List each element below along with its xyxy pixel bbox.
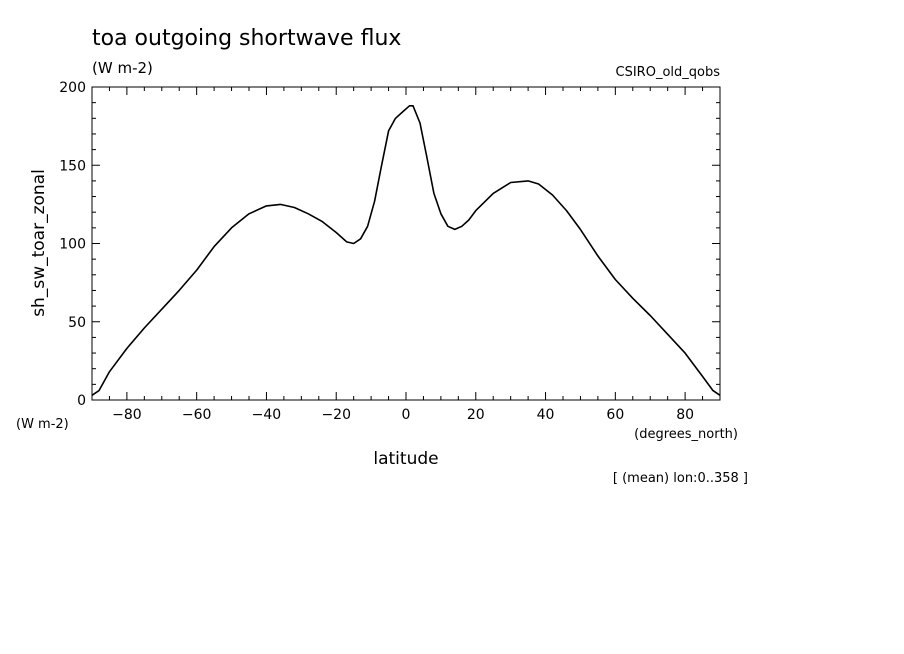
x-axis-units: (degrees_north) [634,427,738,442]
y-axis-label: sh_sw_toar_zonal [29,169,49,317]
series-line-1 [91,105,721,396]
mean-note: [ (mean) lon:0..358 ] [613,471,748,486]
x-tick-label: 80 [676,407,694,423]
x-axis-label: latitude [373,449,438,469]
chart-title: toa outgoing shortwave flux [92,26,401,51]
x-tick-labels: −80 −60 −40 −20 0 20 40 60 80 [112,407,694,423]
y-tick-label: 100 [59,237,86,253]
chart-subtitle: (W m-2) [92,59,153,77]
x-ticks [91,87,721,400]
y-tick-label: 150 [59,158,86,174]
x-tick-label: 20 [467,407,485,423]
y-tick-labels: 0 50 100 150 200 [59,80,86,409]
y-ticks [92,86,720,401]
x-tick-label: −20 [321,407,351,423]
x-tick-label: −60 [182,407,212,423]
x-tick-label: −40 [252,407,282,423]
x-tick-label: 0 [402,407,411,423]
y-tick-label: 0 [77,393,86,409]
y-tick-label: 50 [68,315,86,331]
y-tick-label: 200 [59,80,86,96]
y-axis-units: (W m-2) [16,417,69,432]
plot-frame [91,86,721,401]
source-label: CSIRO_old_qobs [616,65,721,80]
series-lines [91,105,721,396]
x-tick-label: 40 [537,407,555,423]
x-tick-label: 60 [606,407,624,423]
x-tick-label: −80 [112,407,142,423]
